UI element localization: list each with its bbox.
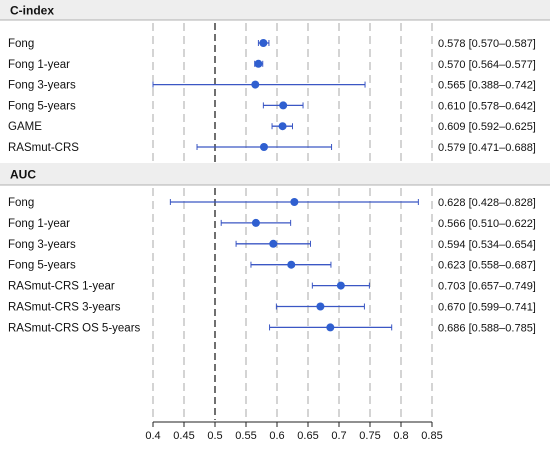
panel-header-background	[0, 163, 550, 185]
point-estimate	[254, 59, 263, 68]
point-estimate	[279, 101, 288, 110]
row-label: Fong 1-year	[8, 218, 70, 230]
point-estimate	[259, 143, 268, 151]
panel-title: AUC	[10, 168, 36, 182]
row-estimate-text: 0.670 [0.599–0.741]	[438, 302, 536, 314]
row-label: RASmut-CRS 3-years	[8, 302, 121, 314]
point-estimate	[259, 39, 268, 47]
point-estimate	[336, 281, 345, 290]
row-label: Fong 3-years	[8, 80, 76, 92]
marks-layer	[152, 39, 419, 332]
x-axis-tick-label: 0.65	[297, 430, 318, 442]
row-estimate-text: 0.565 [0.388–0.742]	[438, 80, 536, 92]
point-estimate	[251, 80, 260, 89]
point-estimate	[290, 198, 299, 206]
panels-layer: C-index Fong 0.578 [0.570–0.587] Fong 1-yea…	[0, 0, 550, 334]
row-label: GAME	[8, 121, 42, 133]
point-estimate	[278, 122, 287, 131]
row-label: Fong	[8, 38, 34, 50]
row-estimate-text: 0.609 [0.592–0.625]	[438, 121, 536, 133]
x-axis-tick-label: 0.55	[235, 430, 256, 442]
panel-c-index: C-index Fong 0.578 [0.570–0.587] Fong 1-yea…	[0, 0, 550, 154]
x-axis: 0.4 0.45 0.5 0.55 0.6 0.65 0.7 0.75 0.8 0.85	[145, 421, 443, 442]
row-estimate-text: 0.594 [0.534–0.654]	[438, 239, 536, 251]
row-label: RASmut-CRS 1-year	[8, 281, 115, 293]
row-estimate-text: 0.566 [0.510–0.622]	[438, 218, 536, 230]
x-axis-tick-label: 0.5	[207, 430, 222, 442]
row-estimate-text: 0.703 [0.657–0.749]	[438, 281, 536, 293]
point-estimate	[287, 260, 296, 269]
row-estimate-text: 0.628 [0.428–0.828]	[438, 197, 536, 209]
x-axis-tick-label: 0.6	[269, 430, 284, 442]
x-axis-tick-label: 0.85	[421, 430, 442, 442]
row-label: Fong 5-years	[8, 100, 76, 112]
row-label: Fong 3-years	[8, 239, 76, 251]
panel-title: C-index	[10, 4, 54, 18]
row-estimate-text: 0.686 [0.588–0.785]	[438, 322, 536, 334]
x-axis-tick-label: 0.8	[393, 430, 408, 442]
x-axis-tick-label: 0.75	[359, 430, 380, 442]
row-label: RASmut-CRS OS 5-years	[8, 322, 141, 334]
x-axis-tick-label: 0.4	[145, 430, 160, 442]
grid-layer	[152, 23, 433, 420]
row-label: Fong	[8, 197, 34, 209]
point-estimate	[316, 302, 325, 311]
row-label: Fong 1-year	[8, 59, 70, 71]
panel-auc: AUC Fong 0.628 [0.428–0.828] Fong 1-year 0.5…	[0, 163, 550, 334]
point-estimate	[269, 239, 278, 248]
row-label: RASmut-CRS	[8, 142, 79, 154]
row-label: Fong 5-years	[8, 260, 76, 272]
row-estimate-text: 0.578 [0.570–0.587]	[438, 38, 536, 50]
row-estimate-text: 0.610 [0.578–0.642]	[438, 100, 536, 112]
point-estimate	[251, 218, 260, 227]
x-axis-tick-label: 0.7	[331, 430, 346, 442]
point-estimate	[326, 323, 335, 332]
row-estimate-text: 0.579 [0.471–0.688]	[438, 142, 536, 154]
row-estimate-text: 0.570 [0.564–0.577]	[438, 59, 536, 71]
panel-header-background	[0, 0, 550, 20]
row-estimate-text: 0.623 [0.558–0.687]	[438, 260, 536, 272]
x-axis-tick-label: 0.45	[173, 430, 194, 442]
